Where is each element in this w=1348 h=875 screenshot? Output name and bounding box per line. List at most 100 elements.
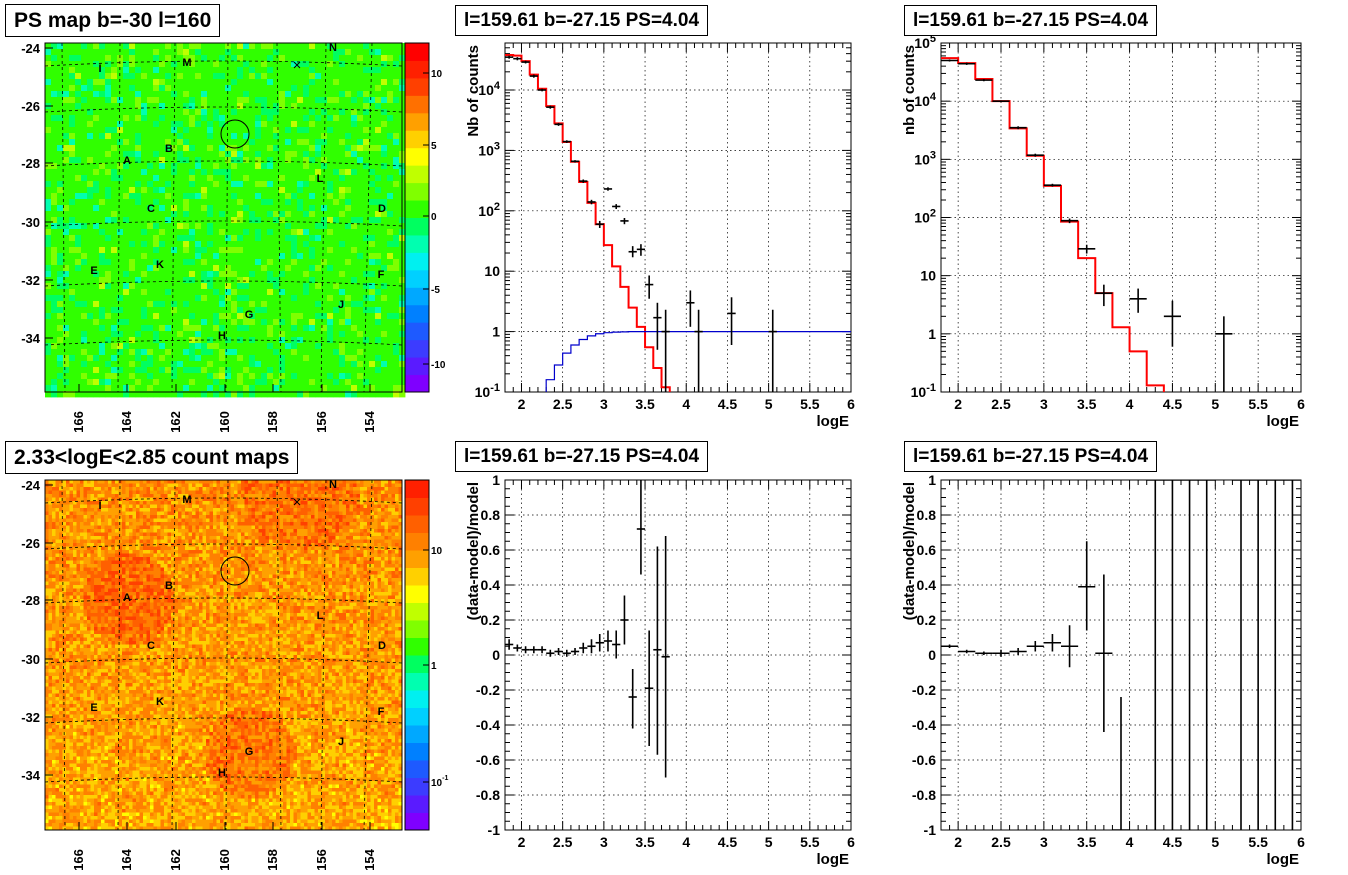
map-pixel [87, 331, 94, 338]
map-pixel [153, 253, 160, 260]
map-pixel [327, 229, 334, 236]
map-pixel [135, 115, 142, 122]
map-pixel [143, 483, 147, 488]
map-pixel [135, 259, 142, 266]
map-pixel [111, 163, 118, 170]
map-pixel [117, 229, 124, 236]
data-point [1026, 641, 1044, 652]
map-pixel [192, 483, 196, 488]
map-pixel [267, 115, 274, 122]
map-pixel [75, 211, 82, 218]
map-pixel [123, 313, 130, 320]
map-pixel [285, 259, 292, 266]
map-pixel [261, 55, 268, 62]
map-pixel [207, 385, 214, 392]
map-pixel [219, 349, 226, 356]
map-pixel [45, 163, 52, 170]
map-pixel [135, 151, 142, 158]
map-pixel [309, 343, 316, 350]
map-pixel [363, 199, 370, 206]
map-pixel [375, 349, 382, 356]
map-pixel [213, 289, 220, 296]
map-pixel [315, 193, 322, 200]
map-pixel [327, 73, 334, 80]
map-pixel [339, 181, 346, 188]
map-pixel [153, 199, 160, 206]
map-pixel [135, 187, 142, 194]
map-pixel [69, 163, 76, 170]
map-pixel [87, 205, 94, 212]
plot-area [941, 480, 1301, 830]
map-pixel [393, 103, 400, 110]
map-pixel [225, 331, 232, 338]
source-label-K: K [156, 259, 164, 271]
map-pixel [183, 283, 190, 290]
map-pixel [135, 175, 142, 182]
map-pixel [111, 151, 118, 158]
map-pixel [63, 139, 70, 146]
map-pixel [393, 151, 400, 158]
map-pixel [279, 187, 286, 194]
map-pixel [147, 211, 154, 218]
map-pixel [111, 157, 118, 164]
map-pixel [309, 385, 316, 392]
map-pixel [69, 379, 76, 386]
map-pixel [51, 241, 58, 248]
map-pixel [315, 211, 322, 218]
map-pixel [303, 367, 310, 374]
map-pixel [327, 235, 334, 242]
map-pixel [285, 109, 292, 116]
map-pixel [345, 289, 352, 296]
map-pixel [63, 379, 70, 386]
map-pixel [165, 229, 172, 236]
data-point [537, 646, 547, 654]
map-pixel [147, 193, 154, 200]
map-pixel [75, 235, 82, 242]
map-grid-lon [61, 42, 66, 393]
map-pixel [261, 61, 268, 68]
map-pixel [147, 43, 154, 50]
map-pixel [375, 295, 382, 302]
map-pixel [261, 103, 268, 110]
map-pixel [393, 61, 400, 68]
map-pixel [57, 259, 64, 266]
map-pixel [105, 325, 112, 332]
map-pixel [87, 307, 94, 314]
map-pixel [213, 199, 220, 206]
map-pixel [369, 337, 376, 344]
map-pixel [201, 235, 208, 242]
map-pixel [291, 145, 298, 152]
map-pixel [351, 337, 358, 344]
map-pixel [201, 157, 208, 164]
map-pixel [189, 331, 196, 338]
map-pixel [183, 343, 190, 350]
map-pixel [153, 67, 160, 74]
x-tick-label: 3.5 [635, 834, 655, 850]
map-pixel [201, 139, 208, 146]
map-pixel [357, 223, 364, 230]
map-pixel [153, 73, 160, 80]
map-pixel [93, 271, 100, 278]
map-pixel [243, 133, 250, 140]
map-pixel [333, 373, 340, 380]
map-pixel [87, 97, 94, 104]
map-pixel [108, 487, 112, 491]
x-tick-label: 3 [1040, 834, 1048, 850]
map-pixel [51, 355, 58, 362]
map-pixel [303, 91, 310, 98]
map-pixel [75, 241, 82, 248]
map-pixel [63, 247, 70, 254]
map-pixel [231, 271, 238, 278]
map-pixel [93, 151, 100, 158]
map-pixel [237, 313, 244, 320]
map-pixel [51, 247, 58, 254]
map-pixel [225, 211, 232, 218]
map-pixel [243, 355, 250, 362]
map-pixel [219, 265, 226, 272]
map-pixel [309, 217, 316, 224]
map-pixel [339, 127, 346, 134]
map-pixel [327, 301, 334, 308]
map-pixel [87, 337, 94, 344]
map-pixel [315, 109, 322, 116]
map-grid-lon [171, 42, 176, 393]
